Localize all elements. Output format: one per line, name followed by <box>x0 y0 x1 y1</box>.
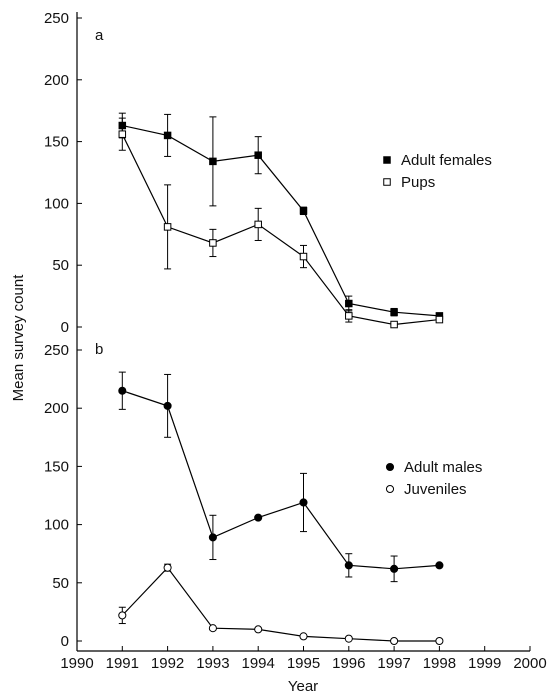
x-tick-label: 2000 <box>513 655 546 672</box>
y-tick-label: 200 <box>44 72 69 89</box>
data-point <box>344 634 353 643</box>
y-tick-label: 0 <box>61 319 69 336</box>
x-axis-title: Year <box>288 678 318 695</box>
x-tick-label: 1994 <box>242 655 275 672</box>
data-point <box>209 157 217 166</box>
y-tick-label: 150 <box>44 134 69 151</box>
data-point <box>345 312 353 320</box>
data-point <box>208 533 217 542</box>
y-tick-label: 250 <box>44 10 69 27</box>
data-point <box>254 513 263 522</box>
y-tick-label: 250 <box>44 342 69 359</box>
panel-b: 0 50 100 150 200 250 b Adult males Juveniles <box>44 341 482 650</box>
data-point <box>299 207 308 215</box>
data-point <box>345 299 353 308</box>
data-point <box>390 636 399 646</box>
series-adult-males <box>118 371 444 583</box>
data-point <box>118 130 127 138</box>
y-tick-label: 100 <box>44 195 69 212</box>
series-line <box>121 566 440 642</box>
series-pups <box>118 117 444 329</box>
legend-label: Juveniles <box>404 481 467 498</box>
series-line <box>122 390 440 570</box>
data-point <box>209 239 217 247</box>
series-line <box>122 124 440 317</box>
x-tick-label: 1991 <box>106 655 139 672</box>
data-point <box>254 220 262 229</box>
y-tick-label: 50 <box>52 257 69 274</box>
legend-label: Pups <box>401 174 435 191</box>
data-point <box>163 223 172 231</box>
data-point <box>163 131 172 140</box>
legend-label: Adult females <box>401 152 492 169</box>
axes-frame: 1990 1991 1992 1993 1994 1995 1996 1997 1998 1999… <box>60 12 547 672</box>
x-tick-label: 1999 <box>468 655 501 672</box>
data-point <box>299 252 308 261</box>
y-tick-label: 200 <box>44 400 69 417</box>
legend-marker <box>385 484 395 494</box>
data-point <box>299 632 308 641</box>
x-tick-label: 1993 <box>196 655 229 672</box>
x-tick-label: 1998 <box>423 655 456 672</box>
data-point <box>208 624 217 633</box>
legend-label: Adult males <box>404 459 482 476</box>
x-tick-label: 1990 <box>60 655 93 672</box>
legend-marker <box>383 178 391 186</box>
series-line <box>121 133 440 326</box>
panel-label: b <box>95 341 103 358</box>
data-point <box>254 151 262 159</box>
data-point <box>435 636 444 646</box>
data-point <box>435 315 444 324</box>
y-tick-label: 100 <box>44 517 69 534</box>
data-point <box>390 308 398 316</box>
data-point <box>299 498 308 507</box>
panel-label: a <box>95 27 104 44</box>
y-tick-label: 50 <box>52 575 69 592</box>
data-point <box>344 561 353 570</box>
data-point <box>118 611 127 620</box>
data-point <box>390 564 399 573</box>
series-juveniles <box>118 563 444 646</box>
data-point <box>435 561 444 570</box>
data-point <box>163 401 172 410</box>
y-axis-title: Mean survey count <box>10 274 27 402</box>
data-point <box>163 563 172 572</box>
legend-marker <box>383 156 391 164</box>
y-tick-label: 150 <box>44 458 69 475</box>
panel-a: 0 50 100 150 200 250 a Adult females Pups <box>44 10 492 336</box>
x-tick-label: 1997 <box>377 655 410 672</box>
data-point <box>390 320 398 329</box>
x-tick-label: 1992 <box>151 655 184 672</box>
legend-marker <box>385 462 395 472</box>
x-tick-label: 1995 <box>287 655 320 672</box>
data-point <box>118 386 127 395</box>
data-point <box>254 625 263 634</box>
x-tick-label: 1996 <box>332 655 365 672</box>
y-tick-label: 0 <box>61 633 69 650</box>
